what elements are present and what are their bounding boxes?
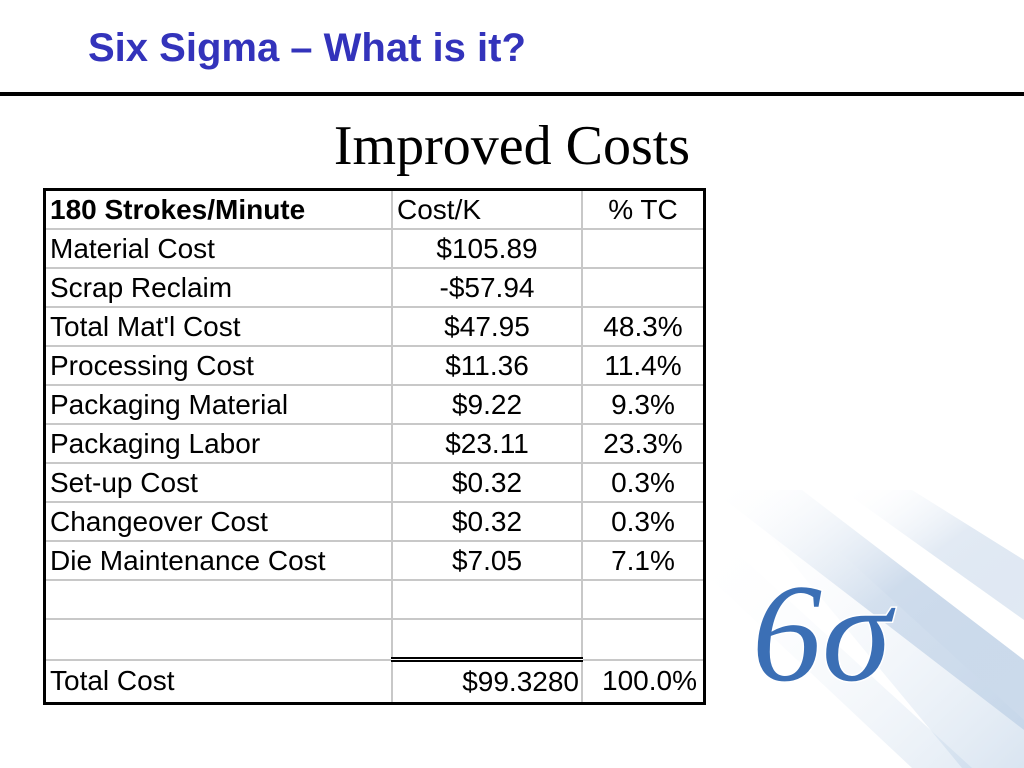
row-cost: $47.95 [391, 306, 583, 347]
row-pct: 7.1% [581, 540, 706, 581]
row-label: Changeover Cost [43, 501, 393, 542]
row-label: Scrap Reclaim [43, 267, 393, 308]
row-pct: 9.3% [581, 384, 706, 425]
row-cost: $7.05 [391, 540, 583, 581]
six-sigma-logo: 6σ [712, 490, 1024, 768]
table-row: Processing Cost $11.36 11.4% [43, 345, 706, 386]
row-label: Material Cost [43, 228, 393, 269]
row-pct [581, 228, 706, 269]
slide-subtitle: Improved Costs [333, 115, 691, 177]
header-cost: Cost/K [391, 188, 583, 230]
empty-row [43, 618, 706, 661]
table-row: Scrap Reclaim -$57.94 [43, 267, 706, 308]
table-row: Changeover Cost $0.32 0.3% [43, 501, 706, 542]
empty-row [43, 579, 706, 620]
table-row: Packaging Labor $23.11 23.3% [43, 423, 706, 464]
table-row: Total Mat'l Cost $47.95 48.3% [43, 306, 706, 347]
row-cost: $105.89 [391, 228, 583, 269]
row-pct: 0.3% [581, 462, 706, 503]
header-pct: % TC [581, 188, 706, 230]
row-label: Processing Cost [43, 345, 393, 386]
row-cost: $9.22 [391, 384, 583, 425]
total-cost: $99.3280 [391, 657, 583, 705]
table-header-row: 180 Strokes/Minute Cost/K % TC [43, 188, 706, 230]
row-pct: 0.3% [581, 501, 706, 542]
row-pct: 11.4% [581, 345, 706, 386]
row-cost: $0.32 [391, 462, 583, 503]
header-label: 180 Strokes/Minute [43, 188, 393, 230]
total-label: Total Cost [43, 658, 393, 705]
row-pct: 23.3% [581, 423, 706, 464]
row-label: Packaging Labor [43, 423, 393, 464]
row-cost: -$57.94 [391, 267, 583, 308]
row-pct [581, 267, 706, 308]
table-row: Material Cost $105.89 [43, 228, 706, 269]
row-pct: 48.3% [581, 306, 706, 347]
row-label: Die Maintenance Cost [43, 540, 393, 581]
row-cost: $23.11 [391, 423, 583, 464]
logo-text: 6σ [752, 556, 896, 711]
slide-title: Six Sigma – What is it? [88, 26, 526, 70]
total-row: Total Cost $99.3280 100.0% [43, 657, 706, 705]
row-label: Set-up Cost [43, 462, 393, 503]
cost-table: 180 Strokes/Minute Cost/K % TC Material … [43, 188, 706, 705]
table-row: Packaging Material $9.22 9.3% [43, 384, 706, 425]
table-row: Die Maintenance Cost $7.05 7.1% [43, 540, 706, 581]
row-cost: $11.36 [391, 345, 583, 386]
table-row: Set-up Cost $0.32 0.3% [43, 462, 706, 503]
row-label: Packaging Material [43, 384, 393, 425]
title-divider [0, 92, 1024, 96]
total-pct: 100.0% [581, 658, 706, 705]
row-label: Total Mat'l Cost [43, 306, 393, 347]
row-cost: $0.32 [391, 501, 583, 542]
